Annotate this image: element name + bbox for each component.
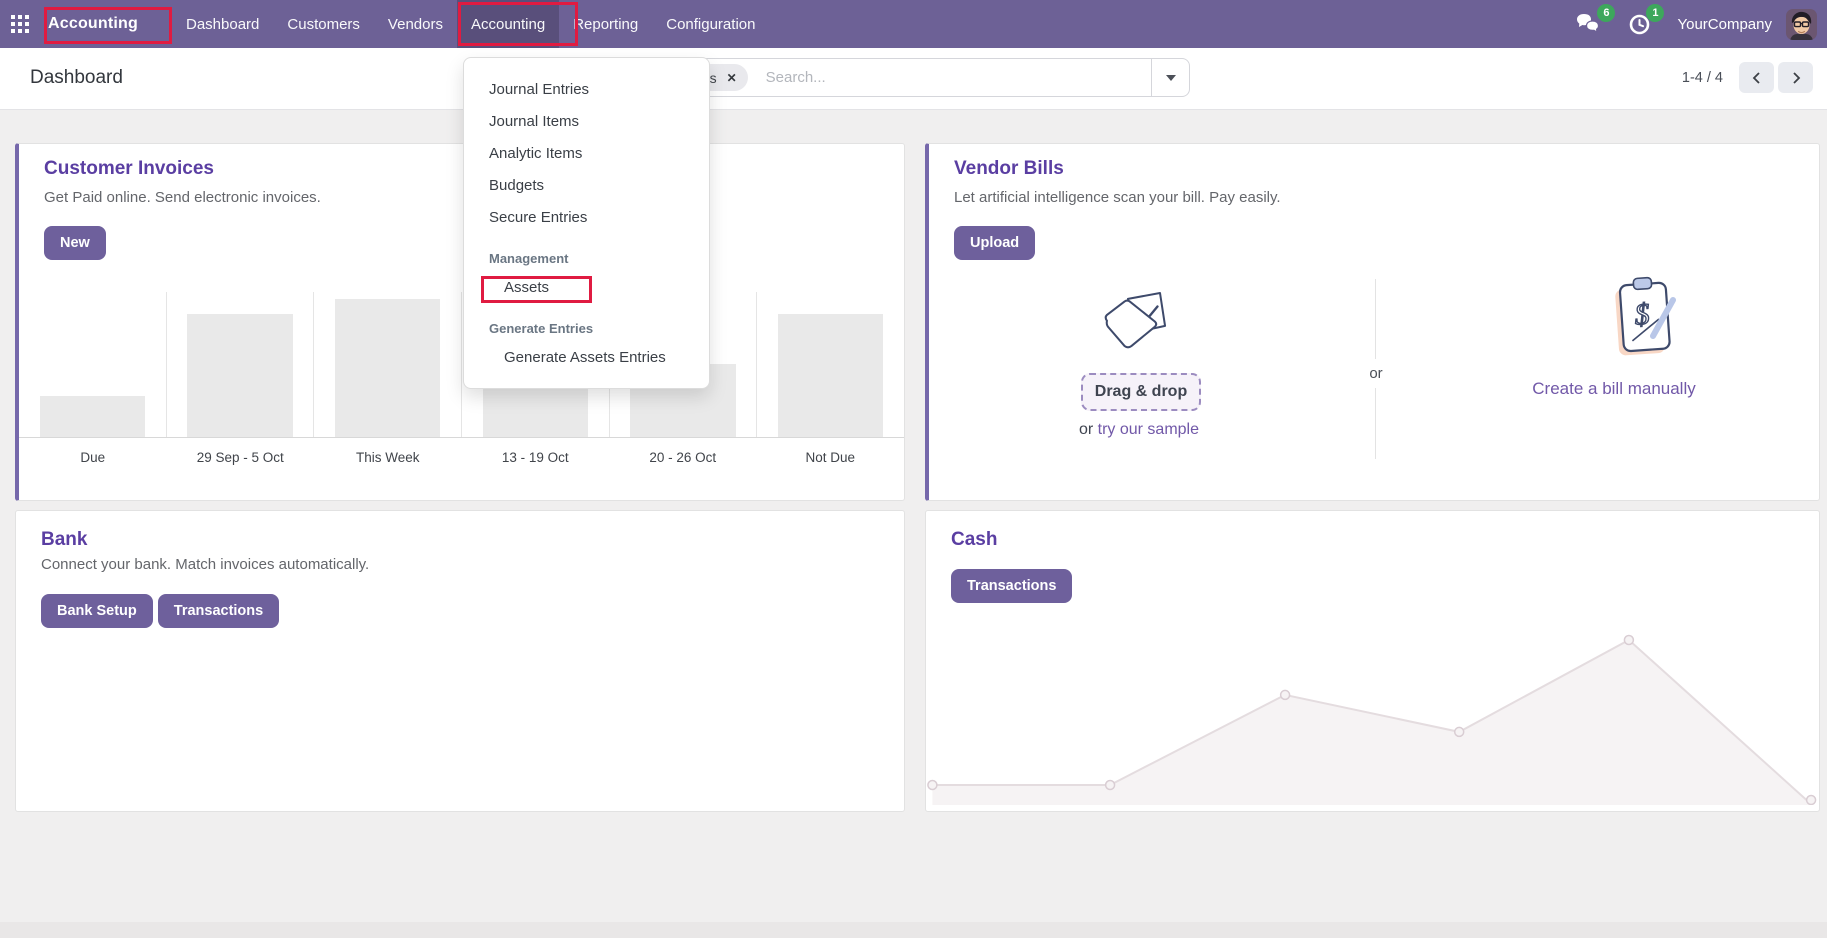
invoice-chart-slots [19, 292, 904, 438]
invoice-chart-category-label: Not Due [805, 450, 856, 465]
search-options-toggle[interactable] [1151, 59, 1189, 96]
bank-title[interactable]: Bank [41, 529, 88, 550]
vendor-bills-card: Vendor Bills Let artificial intelligence… [925, 143, 1820, 501]
invoice-chart-category-label: 13 - 19 Oct [501, 450, 569, 465]
pager-next-button[interactable] [1778, 62, 1813, 93]
search-bar: Favorites ✕ [640, 58, 1190, 97]
menu-item-journal-items[interactable]: Journal Items [489, 113, 580, 130]
bank-subtitle: Connect your bank. Match invoices automa… [41, 556, 370, 573]
new-invoice-button[interactable]: New [44, 226, 106, 260]
pager-previous-button[interactable] [1739, 62, 1774, 93]
breadcrumb-title: Dashboard [30, 67, 123, 88]
invoice-bar-1[interactable] [39, 396, 146, 437]
invoice-chart-category-label: 20 - 26 Oct [649, 450, 717, 465]
nav-item-configuration[interactable]: Configuration [666, 15, 756, 33]
invoice-chart-slot [167, 292, 315, 437]
menu-item-assets[interactable]: Assets [504, 279, 550, 296]
activities-badge: 1 [1646, 3, 1665, 22]
customer-invoices-title[interactable]: Customer Invoices [44, 158, 214, 179]
activity-clock-icon [1630, 14, 1650, 34]
create-bill-manually-link[interactable]: Create a bill manually [1532, 379, 1696, 398]
cash-title[interactable]: Cash [951, 529, 998, 550]
menu-section-management: Management [489, 251, 569, 266]
menu-section-generate-entries: Generate Entries [489, 321, 594, 336]
cash-chart-marker-3 [1279, 689, 1291, 701]
apps-grid-icon [11, 15, 29, 33]
sample-line: or try our sample [989, 421, 1289, 439]
invoice-chart-category-label: 29 Sep - 5 Oct [196, 450, 284, 465]
try-sample-link[interactable]: try our sample [1097, 421, 1200, 438]
invoice-chart-slot [19, 292, 167, 437]
nav-item-customers[interactable]: Customers [287, 15, 360, 33]
messages-button[interactable]: 6 [1576, 4, 1616, 35]
cash-chart-line [932, 638, 1812, 805]
bank-transactions-button[interactable]: Transactions [157, 594, 280, 628]
cash-card: Cash Transactions [925, 510, 1820, 812]
pager-value: 1-4 / 4 [1681, 69, 1723, 86]
user-avatar-image [1786, 8, 1817, 40]
vendor-bills-title[interactable]: Vendor Bills [954, 158, 1064, 179]
menu-item-analytic-items[interactable]: Analytic Items [489, 145, 583, 162]
company-switcher[interactable]: YourCompany [1677, 15, 1772, 33]
invoice-chart-category-label: Due [80, 450, 106, 465]
cash-chart-marker-4 [1453, 726, 1465, 738]
cash-chart-svg [927, 634, 1817, 805]
bank-card: Bank Connect your bank. Match invoices a… [15, 510, 905, 812]
menu-item-secure-entries[interactable]: Secure Entries [489, 209, 588, 226]
customer-invoices-subtitle: Get Paid online. Send electronic invoice… [44, 189, 321, 206]
cash-chart-area-fill [932, 640, 1812, 805]
navbar-right: 6 1 YourCompany [1576, 0, 1827, 48]
cash-chart-marker-2 [1104, 779, 1116, 791]
bank-setup-button[interactable]: Bank Setup [41, 594, 153, 628]
vendor-bills-subtitle: Let artificial intelligence scan your bi… [954, 189, 1281, 206]
navbar-left: Accounting Dashboard Customers Vendors A… [0, 0, 769, 48]
apps-menu-button[interactable] [0, 0, 40, 48]
nav-item-accounting[interactable]: Accounting [456, 0, 560, 48]
cash-chart-marker-5 [1623, 634, 1635, 646]
current-app-name[interactable]: Accounting [48, 15, 138, 32]
create-bill-zone[interactable]: $ Create a bill manually [1489, 274, 1739, 399]
drag-drop-folder-icon [1104, 291, 1167, 349]
facet-remove-icon[interactable]: ✕ [726, 70, 737, 85]
menu-item-budgets[interactable]: Budgets [489, 177, 545, 194]
menu-item-journal-entries[interactable]: Journal Entries [489, 81, 590, 98]
svg-text:$: $ [1633, 298, 1650, 332]
caret-down-icon [1165, 74, 1176, 81]
chevron-right-icon [1792, 71, 1800, 84]
control-panel: Dashboard Favorites ✕ 1-4 / 4 [0, 48, 1827, 110]
accounting-dropdown-menu: Journal Entries Journal Items Analytic I… [463, 57, 710, 389]
pager: 1-4 / 4 [1682, 58, 1813, 97]
customer-invoices-card: Customer Invoices Get Paid online. Send … [15, 143, 905, 501]
user-avatar[interactable] [1786, 8, 1817, 40]
invoice-bar-2[interactable] [187, 314, 293, 437]
messages-icon [1577, 14, 1600, 34]
nav-item-dashboard[interactable]: Dashboard [186, 15, 260, 33]
invoice-bar-6[interactable] [777, 314, 884, 437]
search-input[interactable] [765, 69, 1151, 86]
nav-item-reporting[interactable]: Reporting [573, 15, 639, 33]
messages-badge: 6 [1597, 4, 1616, 22]
cash-transactions-button[interactable]: Transactions [951, 569, 1073, 603]
upload-bill-button[interactable]: Upload [954, 226, 1036, 260]
activities-button[interactable]: 1 [1628, 3, 1665, 36]
sample-prefix: or [1078, 421, 1098, 438]
invoice-chart-slot [757, 292, 904, 437]
invoice-chart-labels: Due 29 Sep - 5 Oct This Week 13 - 19 Oct 20 … [19, 450, 904, 465]
cash-chart-marker-6 [1805, 794, 1817, 805]
invoice-chart-slot [314, 292, 463, 437]
drag-drop-label: Drag & drop [1094, 383, 1188, 400]
drag-drop-zone[interactable]: Drag & drop [1081, 373, 1201, 411]
invoice-chart-category-label: This Week [355, 450, 420, 465]
divider-or-label: or [1356, 359, 1396, 388]
bottom-strip [0, 922, 1827, 938]
invoice-bar-3[interactable] [334, 299, 441, 437]
cash-chart-marker-1 [927, 779, 938, 791]
chevron-left-icon [1752, 71, 1760, 84]
menu-item-generate-assets-entries[interactable]: Generate Assets Entries [504, 349, 666, 366]
create-bill-clipboard-icon: $ [1615, 276, 1676, 356]
top-navbar: Accounting Dashboard Customers Vendors A… [0, 0, 1827, 48]
nav-item-vendors[interactable]: Vendors [387, 15, 443, 33]
